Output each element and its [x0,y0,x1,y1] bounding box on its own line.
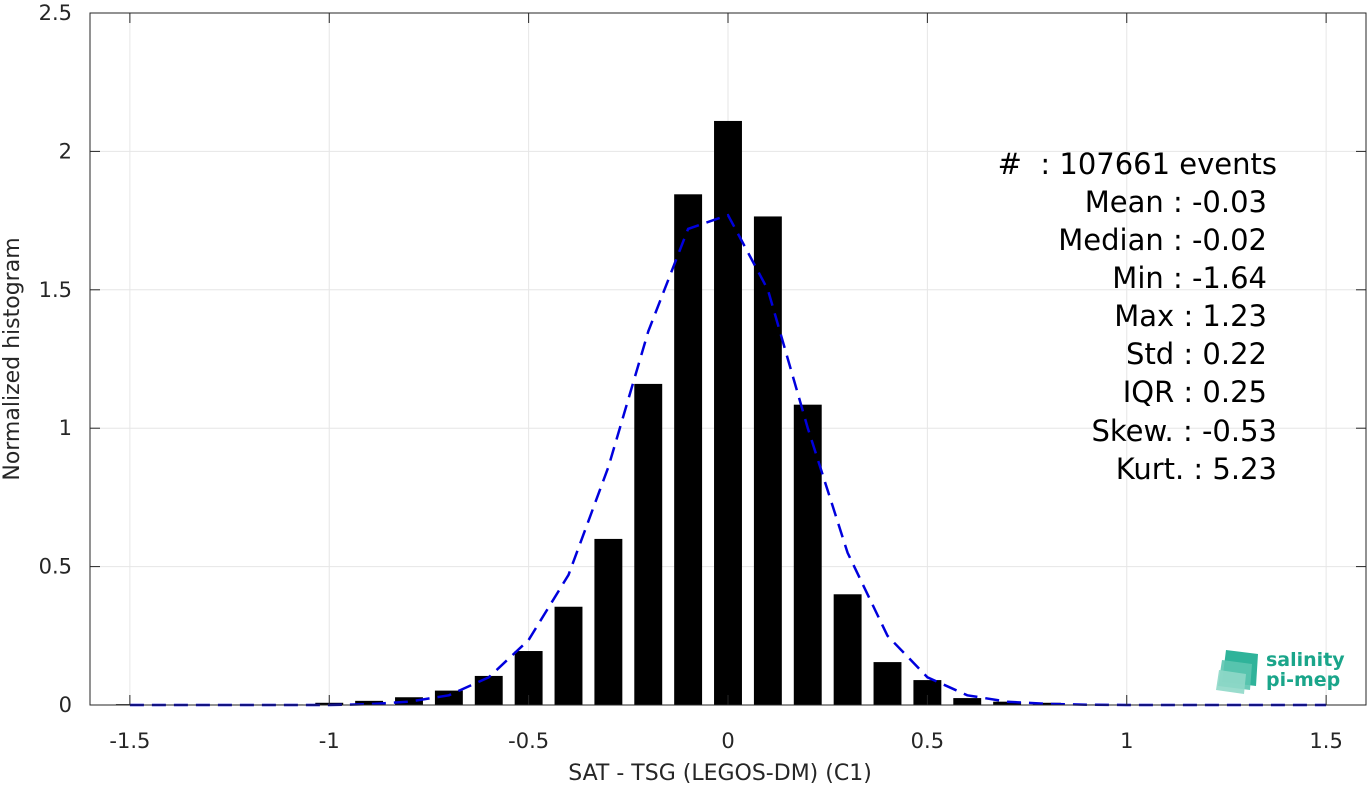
histogram-bar [634,383,663,705]
histogram-bar [674,194,703,705]
salinity-pi-mep-logo: salinity pi-mep [1216,649,1345,694]
histogram-bar [474,675,503,705]
x-tick-label: 1.5 [1309,729,1342,753]
stat-iqr: IQR : 0.25 [1123,375,1267,409]
stat-skew: Skew. : -0.53 [1091,414,1277,448]
y-tick-label: 1 [59,416,72,440]
y-axis-label: Normalized histogram [0,237,25,480]
x-tick-label: -0.5 [508,729,549,753]
histogram-bar [554,606,583,705]
x-tick-label: 0 [721,729,734,753]
histogram-bar [714,120,742,705]
x-tick-label: -1.5 [109,729,150,753]
histogram-bar [993,701,1022,705]
stat-median: Median : -0.02 [1058,223,1267,257]
y-tick-label: 1.5 [39,278,72,302]
y-tick-label: 2.5 [39,1,72,25]
y-tick-labels: 0 0.5 1 1.5 2 2.5 [39,1,72,717]
histogram-bar [594,538,623,705]
logo-line2: pi-mep [1266,669,1340,691]
stat-min: Min : -1.64 [1112,261,1267,295]
stat-std: Std : 0.22 [1126,337,1267,371]
wave-icon [1216,650,1258,694]
logo-line1: salinity [1266,649,1345,671]
histogram-bars [115,120,1341,706]
x-axis-label: SAT - TSG (LEGOS-DM) (C1) [568,761,872,785]
y-tick-label: 2 [59,139,72,163]
histogram-bar [833,594,862,705]
histogram-bar [953,698,982,705]
stat-events: # : 107661 events [998,147,1277,181]
y-tick-label: 0 [59,693,72,717]
x-tick-label: 0.5 [911,729,944,753]
histogram-bar [793,404,822,705]
histogram-bar [355,700,384,705]
histogram-bar [395,697,423,705]
x-tick-label: -1 [319,729,340,753]
axes-box [89,12,1367,706]
stat-max: Max : 1.23 [1114,299,1267,333]
histogram-bar [434,690,463,705]
statistics-box: # : 107661 events Mean : -0.03 Median : … [998,147,1277,486]
x-tick-labels: -1.5 -1 -0.5 0 0.5 1 1.5 [109,729,1342,753]
x-tick-label: 1 [1120,729,1133,753]
stat-kurt: Kurt. : 5.23 [1116,452,1277,486]
histogram-bar [873,662,902,705]
stat-mean: Mean : -0.03 [1085,185,1267,219]
y-tick-label: 0.5 [39,555,72,579]
histogram-bar [1033,702,1061,705]
histogram-bar [753,216,782,705]
